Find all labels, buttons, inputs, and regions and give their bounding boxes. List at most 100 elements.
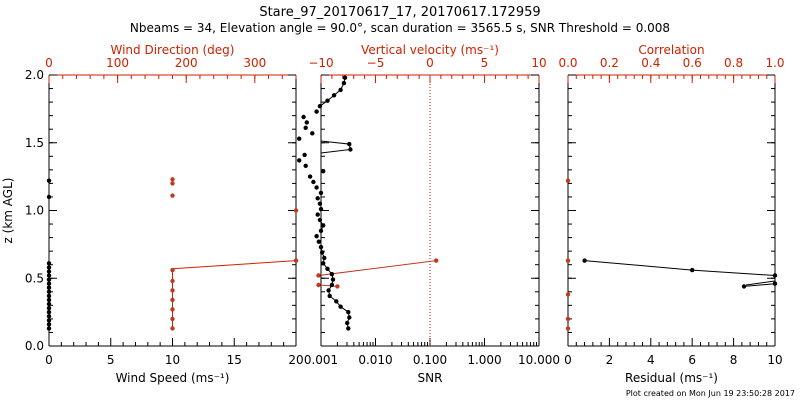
top-tick-label: 300 — [243, 56, 266, 70]
series-vertical-velocity-point — [297, 136, 302, 141]
series-vertical-velocity-point — [318, 228, 324, 233]
series-wind-speed-point — [46, 322, 52, 327]
series-wind-direction-point — [170, 316, 175, 322]
series-wind-speed-point — [46, 314, 52, 319]
series-vertical-velocity-point — [321, 223, 326, 228]
series-vertical-velocity-point — [303, 125, 308, 130]
series-vertical-velocity-point — [346, 326, 351, 331]
top-tick-label: 100 — [106, 56, 129, 70]
bottom-tick-label: 20 — [288, 353, 303, 367]
series-wind-direction-connector-line — [172, 260, 296, 270]
bottom-tick-label: 5 — [107, 353, 115, 367]
series-wind-speed-point — [46, 297, 52, 303]
series-vertical-velocity-point — [317, 201, 323, 206]
y-tick-label: 0.5 — [25, 271, 44, 285]
series-wind-direction-point — [170, 326, 175, 331]
series-residual-point — [690, 267, 695, 273]
top-tick-label: 0.0 — [558, 56, 577, 70]
series-wind-direction-point — [170, 193, 175, 198]
series-vertical-velocity-point — [307, 174, 313, 179]
series-vertical-velocity-point — [346, 309, 351, 315]
series-wind-speed-point — [46, 265, 52, 270]
series-vertical-velocity-point — [345, 320, 350, 326]
top-tick-label: 5 — [481, 56, 489, 70]
series-vertical-velocity-point — [322, 255, 327, 261]
series-group — [584, 260, 775, 287]
series-wind-direction-point — [170, 297, 175, 303]
series-wind-speed-point — [46, 318, 52, 323]
series-wind-direction-point — [293, 208, 299, 213]
series-vertical-velocity-point — [334, 299, 339, 304]
bottom-tick-label: 0 — [45, 353, 53, 367]
series-correlation-point — [565, 316, 571, 322]
series-vertical-velocity-point — [317, 104, 323, 109]
series-wind-direction-point — [170, 181, 175, 186]
top-tick-label: 0.6 — [683, 56, 702, 70]
chart-panel2: 0.001 0.010 0.100 1.000 10.000 −10 −5 0 5 10 SNR Ve… — [297, 43, 560, 385]
bottom-tick-label: 10 — [767, 353, 782, 367]
series-wind-direction-point — [170, 307, 175, 312]
bottom-tick-label: 0 — [564, 353, 572, 367]
series-residual-low-point — [772, 281, 778, 286]
footer-timestamp: Plot created on Mon Jun 19 23:50:28 2017 — [626, 389, 795, 398]
series-vertical-velocity-point — [321, 169, 326, 174]
series-vertical-velocity-point — [297, 158, 302, 163]
series-vertical-velocity-point — [318, 206, 324, 212]
series-vertical-velocity-point — [310, 131, 315, 136]
series-vertical-velocity-point — [348, 147, 353, 152]
series-vertical-velocity-point — [325, 266, 330, 271]
chart-panel3: 0 2 4 6 8 10 0.0 0.2 0.4 0.6 0.8 1.0 Residual (ms⁻¹)… — [558, 43, 784, 385]
top-tick-label: 0.8 — [724, 56, 743, 70]
series-vertical-velocity-point — [329, 272, 335, 277]
series-vertical-velocity-point — [301, 114, 306, 120]
series-residual-point — [582, 258, 587, 263]
series-wind-speed-point — [46, 281, 52, 286]
series-correlation-point — [565, 292, 571, 297]
series-snr-low-point — [335, 284, 340, 289]
series-vertical-velocity-point — [316, 239, 321, 244]
series-vertical-velocity-point — [304, 120, 309, 125]
series-wind-speed-point — [46, 273, 52, 278]
series-wind-speed-point — [46, 178, 52, 183]
series-wind-speed-point — [46, 277, 52, 282]
series-vertical-velocity-point — [314, 109, 319, 114]
series-snr-low-line — [321, 284, 338, 287]
series-snr-line — [321, 260, 437, 276]
series-correlation-point — [565, 326, 571, 331]
series-group — [172, 260, 296, 329]
series-vertical-velocity-point — [311, 179, 316, 185]
y-tick-label: 2.0 — [25, 68, 44, 82]
series-residual-low-point — [741, 284, 747, 289]
series-vertical-velocity-point — [303, 163, 308, 168]
top-tick-label: 0 — [426, 56, 434, 70]
series-snr-low-point — [316, 282, 321, 288]
bottom-tick-label: 0.010 — [358, 353, 392, 367]
series-vertical-velocity-point — [325, 98, 330, 103]
series-wind-speed-point — [46, 326, 52, 331]
series-wind-direction-point — [170, 267, 175, 273]
series-correlation-point — [565, 258, 571, 263]
y-tick-label: 1.5 — [25, 136, 44, 150]
figure-subtitle: Nbeams = 34, Elevation angle = 90.0°, sc… — [130, 21, 670, 35]
series-wind-direction-point — [293, 258, 299, 263]
top-tick-label: 1.0 — [765, 56, 784, 70]
series-wind-direction-point — [170, 278, 175, 284]
series-vertical-velocity-point — [341, 80, 347, 86]
series-vertical-velocity-point — [326, 288, 331, 293]
series-vertical-velocity-point — [329, 282, 335, 288]
bottom-tick-label: 15 — [227, 353, 242, 367]
series-wind-speed-point — [46, 293, 52, 299]
series-residual-low-branch-line — [745, 280, 775, 286]
series-wind-speed-point — [46, 305, 52, 311]
top-tick-label: 0 — [45, 56, 53, 70]
x-axis-label: Wind Speed (ms⁻¹) — [116, 371, 230, 385]
series-wind-direction-point — [170, 177, 175, 182]
series-vertical-velocity-point — [347, 141, 352, 147]
top-tick-label: 0.4 — [641, 56, 660, 70]
series-vertical-velocity-point — [317, 217, 323, 223]
series-vertical-velocity-point — [347, 315, 352, 320]
series-residual-point — [772, 273, 778, 278]
top-tick-label: −5 — [367, 56, 385, 70]
series-vertical-velocity-point — [315, 196, 320, 201]
